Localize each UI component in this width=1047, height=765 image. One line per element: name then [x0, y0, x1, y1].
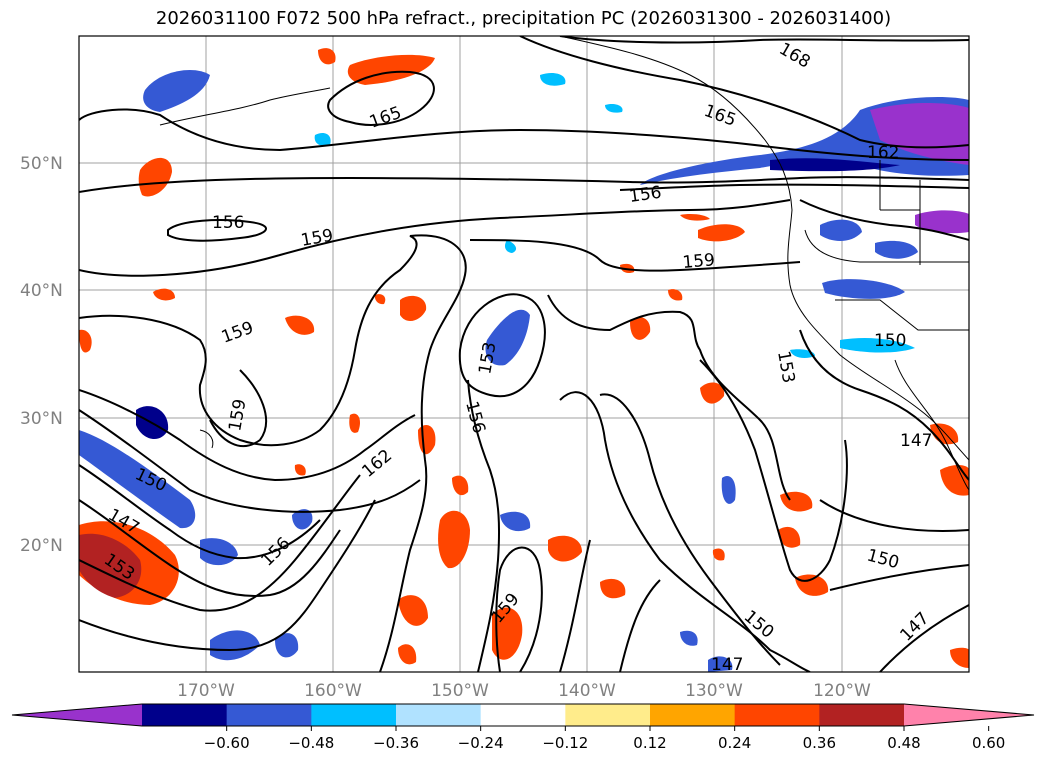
colorbar-tick-label: −0.48 [288, 734, 334, 752]
contour-label: 156 [212, 213, 244, 233]
colorbar-tick-label: 0.24 [718, 734, 751, 752]
colorbar-segment [12, 704, 142, 726]
colorbar-tick-label: 0.48 [887, 734, 920, 752]
lat-label-30n: 30°N [20, 409, 63, 429]
colorbar-tick-label: −0.12 [542, 734, 588, 752]
colorbar-tick-label: 0.60 [972, 734, 1005, 752]
colorbar-tick-label: 0.12 [633, 734, 666, 752]
colorbar-segment [819, 704, 905, 726]
colorbar-segment [480, 704, 566, 726]
colorbar-tick-label: 0.36 [803, 734, 836, 752]
colorbar-segment [311, 704, 397, 726]
map-area [79, 36, 969, 672]
lon-label-150w: 150°W [431, 681, 489, 701]
gridlines [79, 36, 969, 672]
map-frame [78, 35, 970, 673]
lat-label-20n: 20°N [20, 536, 63, 556]
colorbar-segment [396, 704, 482, 726]
latitude-labels: 50°N 40°N 30°N 20°N [20, 154, 63, 556]
colorbar-segment [565, 704, 651, 726]
precip-shading [79, 48, 969, 672]
colorbar-tick-label: −0.60 [204, 734, 250, 752]
colorbar: −0.60 −0.48 −0.36 −0.24 −0.12 0.12 0.24 0.36 0.4… [11, 703, 1035, 752]
lat-label-50n: 50°N [20, 154, 63, 174]
lon-label-140w: 140°W [558, 681, 616, 701]
colorbar-tick-label: −0.36 [373, 734, 419, 752]
colorbar-tick-label: −0.24 [458, 734, 504, 752]
colorbar-segment [142, 704, 228, 726]
lon-label-160w: 160°W [304, 681, 362, 701]
refractivity-contours [79, 36, 969, 672]
colorbar-segment [650, 704, 736, 726]
longitude-labels: 170°W 160°W 150°W 140°W 130°W 120°W [177, 681, 871, 701]
contour-label: 159 [682, 250, 716, 273]
lon-label-130w: 130°W [685, 681, 743, 701]
colorbar-outline [11, 703, 1035, 727]
colorbar-segment [904, 704, 1034, 726]
lat-label-40n: 40°N [20, 281, 63, 301]
contour-label: 156 [628, 183, 663, 207]
map-title: 2026031100 F072 500 hPa refract., precip… [155, 8, 892, 29]
colorbar-segment [226, 704, 312, 726]
colorbar-segment [734, 704, 820, 726]
lon-label-120w: 120°W [813, 681, 871, 701]
contour-label: 162 [867, 143, 899, 163]
contour-label: 147 [900, 431, 932, 451]
contour-label: 147 [711, 655, 743, 675]
lon-label-170w: 170°W [177, 681, 235, 701]
contour-label: 150 [874, 331, 906, 351]
